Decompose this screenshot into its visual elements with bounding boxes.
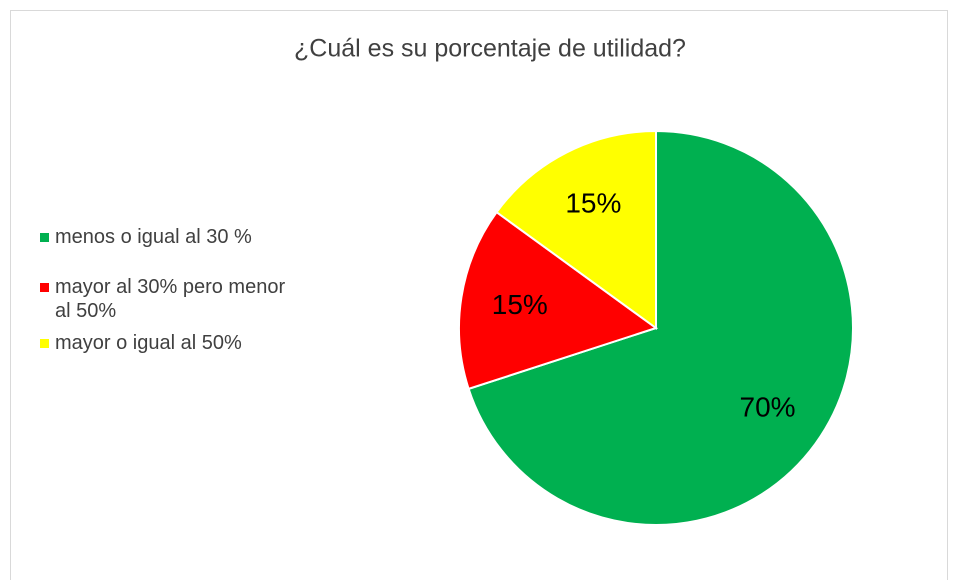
data-label: 15% (565, 188, 621, 219)
legend-label: menos o igual al 30 % (55, 226, 252, 248)
pie-slice (467, 129, 854, 526)
legend-item: menos o igual al 30 % (40, 225, 340, 249)
legend-label: mayor al 30% pero menor al 50% (55, 276, 286, 322)
legend-swatch (40, 283, 49, 292)
pie-slice (495, 129, 657, 330)
data-label: 15% (492, 289, 548, 320)
legend-swatch (40, 339, 49, 348)
chart-frame (10, 10, 948, 580)
legend-item: mayor o igual al 50% (40, 331, 340, 355)
legend-item: mayor al 30% pero menor al 50% (40, 275, 340, 323)
legend: menos o igual al 30 % mayor al 30% pero m… (40, 225, 340, 381)
data-label: 70% (740, 391, 796, 422)
legend-swatch (40, 233, 49, 242)
chart-title: ¿Cuál es su porcentaje de utilidad? (294, 35, 686, 63)
pie-slice (458, 210, 659, 391)
legend-label: mayor o igual al 50% (55, 332, 242, 354)
